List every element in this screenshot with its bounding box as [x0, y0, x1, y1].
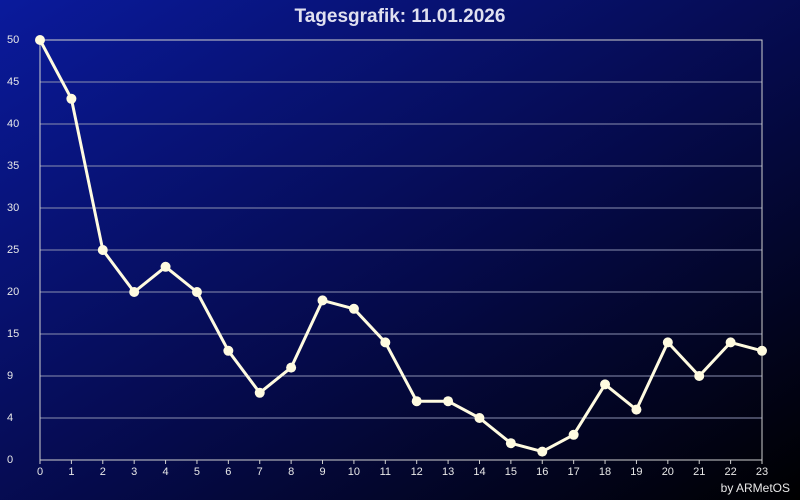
- point: [505, 438, 516, 449]
- y-tick-label: 25: [7, 244, 19, 256]
- x-tick-label: 17: [568, 466, 580, 478]
- x-tick-label: 2: [100, 466, 106, 478]
- point: [662, 337, 673, 348]
- y-tick-label: 35: [7, 160, 19, 172]
- y-tick-label: 20: [7, 286, 19, 298]
- x-tick-label: 23: [756, 466, 768, 478]
- x-tick-label: 18: [599, 466, 611, 478]
- line: [38, 39, 763, 454]
- point: [35, 35, 45, 45]
- y-tick-label: 50: [7, 34, 19, 46]
- point: [223, 345, 234, 356]
- x-tick-label: 3: [131, 466, 137, 478]
- x-tick-label: 4: [163, 466, 169, 478]
- point: [757, 345, 767, 356]
- x-tick-label: 15: [505, 466, 517, 478]
- point: [317, 295, 328, 306]
- x-tick-label: 6: [225, 466, 231, 478]
- point: [129, 287, 140, 297]
- x-tick-label: 19: [630, 466, 642, 478]
- plot-border: [39, 39, 763, 461]
- x-tick-label: 5: [194, 466, 200, 478]
- x-tick-label: 8: [288, 466, 294, 478]
- x-tick-label: 12: [411, 466, 423, 478]
- point: [97, 245, 108, 255]
- y-tick-label: 40: [7, 118, 19, 130]
- point: [443, 396, 454, 407]
- point: [254, 387, 265, 398]
- point: [380, 337, 391, 348]
- x-tick-label: 7: [257, 466, 263, 478]
- point: [600, 379, 611, 390]
- point: [191, 287, 202, 297]
- point: [286, 362, 297, 373]
- x-tick-label: 0: [37, 466, 43, 478]
- point: [66, 93, 77, 104]
- point: [474, 413, 485, 423]
- x-tick-label: 10: [348, 466, 360, 478]
- point: [348, 303, 359, 314]
- chart-title: Tagesgrafik: 11.01.2026: [295, 6, 506, 27]
- point: [160, 261, 171, 272]
- x-tick-label: 1: [68, 466, 74, 478]
- y-tick-label: 45: [7, 76, 19, 88]
- x-tick-label: 16: [536, 466, 548, 478]
- point: [537, 446, 548, 457]
- y-tick-label: 15: [7, 328, 19, 340]
- point: [631, 404, 642, 415]
- point: [694, 371, 705, 381]
- point: [725, 337, 736, 348]
- x-tick-label: 9: [319, 466, 325, 478]
- y-tick-label: 0: [7, 454, 13, 466]
- y-tick-label: 4: [7, 412, 13, 424]
- y-tick-label: 30: [7, 202, 19, 214]
- x-tick-label: 11: [380, 466, 391, 478]
- point: [568, 429, 579, 440]
- credit: by ARMetOS: [721, 481, 790, 495]
- y-tick-label: 9: [7, 370, 13, 382]
- x-tick-label: 13: [442, 466, 454, 478]
- x-tick-label: 20: [662, 466, 674, 478]
- x-tick-label: 14: [473, 466, 485, 478]
- x-tick-label: 22: [724, 466, 736, 478]
- point: [411, 396, 422, 407]
- x-tick-label: 21: [693, 466, 705, 478]
